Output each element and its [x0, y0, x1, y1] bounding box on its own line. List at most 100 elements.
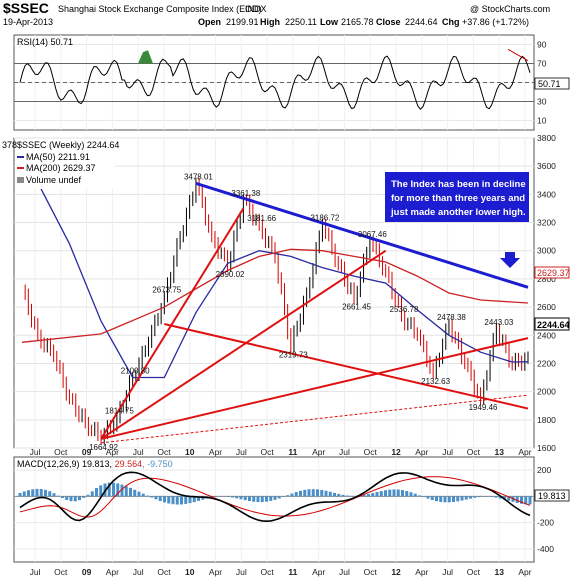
price-tick-label: 3200 [537, 218, 556, 228]
chg-label: Chg [442, 17, 460, 27]
rsi-line [19, 55, 531, 110]
x-tick-label-price: Apr [415, 447, 428, 457]
macd-histogram-bar [201, 496, 205, 500]
macd-histogram-bar [464, 496, 468, 500]
price-legend-main: $SSEC (Weekly) 2244.64 [17, 140, 119, 150]
macd-histogram-bar [180, 496, 183, 505]
macd-histogram-bar [171, 496, 175, 505]
macd-histogram-bar [52, 493, 56, 497]
x-tick-label-price: Oct [364, 447, 378, 457]
red-trendline [100, 337, 529, 440]
support-dotted-line [101, 394, 529, 444]
index-name: Shanghai Stock Exchange Composite Index … [58, 4, 262, 14]
macd-histogram-bar [120, 484, 124, 497]
low-value: 2165.78 [341, 17, 374, 27]
macd-histogram-bar [150, 496, 154, 498]
macd-histogram-bar [375, 492, 379, 497]
blue-trendline [195, 181, 529, 289]
x-tick-label-bottom: 12 [391, 567, 401, 577]
x-tick-label-price: 13 [494, 447, 504, 457]
price-point-label: 3067.46 [358, 230, 387, 239]
price-tick-label: 3400 [537, 189, 556, 199]
x-tick-label-price: 09 [82, 447, 92, 457]
ma200-legend: MA(200) 2629.37 [26, 163, 96, 173]
macd-histogram-bar [320, 489, 324, 497]
macd-histogram-bar [328, 491, 332, 497]
price-point-label: 1949.46 [469, 403, 498, 412]
price-point-label: 2478.38 [437, 313, 466, 322]
macd-histogram-bar [95, 488, 98, 497]
macd-histogram-bar [65, 496, 69, 501]
macd-histogram-bar [192, 496, 196, 503]
macd-histogram-bar [354, 495, 358, 497]
x-tick-label-price: Oct [54, 447, 68, 457]
price-layer: 1664.92 1814.75 2100.80 2673.75 3478.01 2890.… [21, 151, 529, 452]
macd-histogram-bar [524, 496, 528, 505]
down-arrow-icon [500, 252, 520, 268]
red-trendline [100, 249, 387, 440]
close-tag-box [534, 317, 570, 331]
x-tick-label-bottom: 11 [288, 567, 297, 577]
macd-histogram-bar [146, 495, 149, 497]
macd-histogram-bar [69, 496, 73, 502]
price-point-label: 2661.45 [342, 302, 371, 311]
price-point-label: 3478.01 [184, 172, 213, 181]
low-label: Low [320, 17, 339, 27]
x-tick-label-bottom: Jul [133, 567, 144, 577]
macd-histogram-bar [392, 489, 396, 497]
macd-histogram-bar [384, 490, 387, 497]
macd-histogram-bar [511, 496, 515, 502]
macd-histogram-bar [401, 490, 404, 497]
macd-histogram-bar [294, 492, 298, 497]
macd-histogram-bar [473, 496, 477, 498]
x-tick-label-price: Jul [30, 447, 41, 457]
x-tick-label-price: 11 [288, 447, 297, 457]
price-tick-label: 2800 [537, 274, 556, 284]
x-tick-label-bottom: Oct [260, 567, 274, 577]
x-tick-label-bottom: Apr [518, 567, 531, 577]
close-label: Close [376, 17, 401, 27]
macd-histogram-bar [248, 496, 251, 502]
macd-histogram-bar [39, 489, 43, 497]
x-tick-label-bottom: Oct [157, 567, 171, 577]
macd-histogram-bar [396, 489, 400, 497]
macd-histogram-bar [260, 496, 264, 503]
macd-histogram-bar [141, 493, 145, 497]
rsi-overbought-fill [138, 50, 153, 64]
macd-histogram-bar [299, 490, 302, 497]
x-tick-label-price: Apr [312, 447, 325, 457]
macd-histogram-bar [503, 496, 506, 500]
x-tick-label-bottom: Apr [415, 567, 428, 577]
macd-histogram-bar [167, 496, 171, 504]
macd-histogram-bar [137, 491, 141, 497]
macd-histogram-bar [235, 496, 239, 499]
price-tick-label: 2400 [537, 330, 556, 340]
macd-histogram-bar [362, 494, 366, 497]
exchange: INDX [245, 4, 267, 14]
close-tag: 2244.64 [537, 320, 570, 330]
x-tick-label-bottom: Apr [312, 567, 325, 577]
macd-histogram-bar [307, 489, 311, 497]
macd-histogram-bar [239, 496, 243, 500]
macd-histogram-bar [273, 496, 277, 500]
annotation-line-2: for more than three years and [391, 193, 525, 204]
x-tick-label-bottom: Jul [339, 567, 350, 577]
macd-histogram-bar [112, 482, 115, 497]
macd-histogram-bar [107, 482, 111, 497]
macd-histogram-bar [124, 486, 128, 497]
x-tick-label-price: Apr [209, 447, 222, 457]
price-point-label: 2890.02 [216, 270, 245, 279]
rsi-divergence-line [507, 48, 529, 62]
macd-histogram-bar [61, 496, 64, 499]
macd-histogram-bar [231, 496, 234, 498]
macd-histogram-bar [56, 495, 60, 497]
x-tick-label-price: Jul [339, 447, 350, 457]
macd-histogram-bar [129, 487, 132, 497]
close-value: 2244.64 [405, 17, 438, 27]
price-point-label: 2132.63 [421, 377, 450, 386]
macd-histogram-bar [158, 496, 162, 502]
macd-histogram-bar [477, 496, 481, 498]
macd-histogram-bar [494, 496, 498, 498]
macd-histogram-bar [469, 496, 472, 499]
